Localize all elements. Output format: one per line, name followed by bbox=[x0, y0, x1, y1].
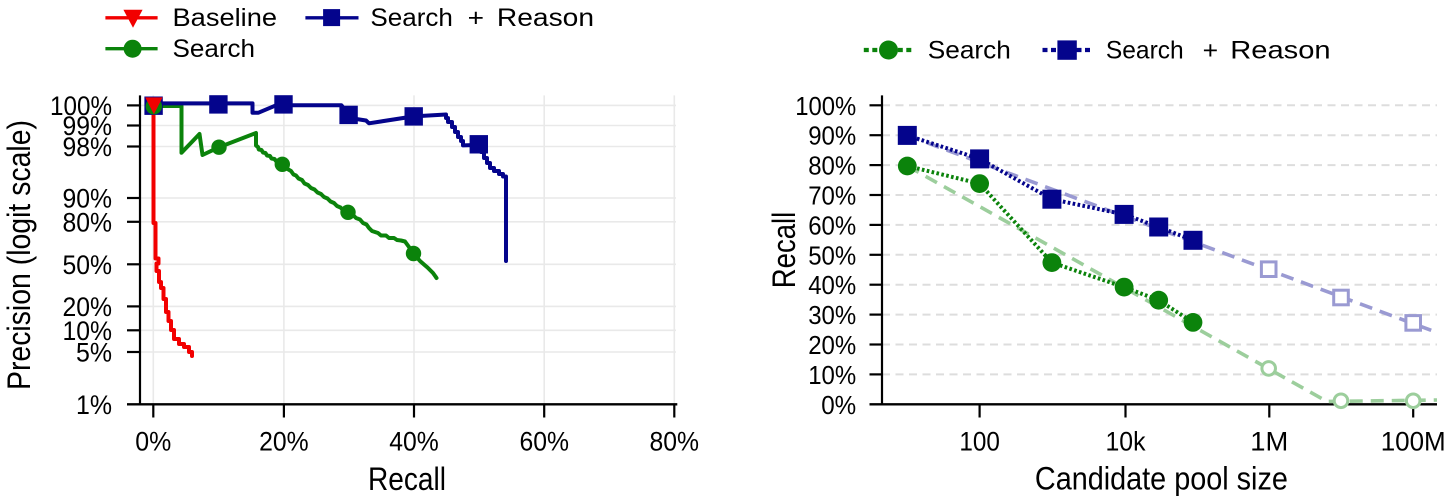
svg-text:40%: 40% bbox=[389, 426, 439, 456]
svg-text:Recall: Recall bbox=[368, 461, 446, 497]
svg-text:100%: 100% bbox=[795, 91, 856, 121]
svg-text:100%: 100% bbox=[50, 91, 112, 121]
svg-text:Search: Search bbox=[370, 4, 453, 32]
svg-text:10%: 10% bbox=[808, 360, 856, 390]
svg-text:100: 100 bbox=[959, 426, 1000, 456]
svg-text:1M: 1M bbox=[1250, 426, 1288, 456]
svg-text:5%: 5% bbox=[76, 338, 112, 368]
svg-text:1%: 1% bbox=[76, 390, 112, 420]
svg-text:Search: Search bbox=[1106, 37, 1184, 65]
svg-text:80%: 80% bbox=[808, 151, 856, 181]
svg-text:99%: 99% bbox=[63, 111, 113, 141]
svg-text:0%: 0% bbox=[821, 390, 856, 420]
svg-text:50%: 50% bbox=[63, 250, 113, 280]
svg-text:50%: 50% bbox=[808, 240, 856, 270]
svg-text:Precision (logit scale): Precision (logit scale) bbox=[1, 120, 37, 390]
svg-text:100M: 100M bbox=[1381, 426, 1446, 456]
svg-text:80%: 80% bbox=[63, 207, 113, 237]
svg-text:20%: 20% bbox=[63, 292, 113, 322]
svg-text:0%: 0% bbox=[135, 426, 171, 456]
svg-text:80%: 80% bbox=[650, 426, 700, 456]
svg-text:+: + bbox=[1203, 37, 1219, 65]
svg-text:Candidate pool size: Candidate pool size bbox=[1035, 461, 1288, 497]
svg-text:60%: 60% bbox=[519, 426, 569, 456]
svg-text:10k: 10k bbox=[1106, 426, 1146, 456]
svg-text:90%: 90% bbox=[808, 121, 856, 151]
svg-text:Search: Search bbox=[928, 37, 1011, 65]
svg-text:90%: 90% bbox=[63, 184, 113, 214]
svg-text:20%: 20% bbox=[259, 426, 309, 456]
svg-text:60%: 60% bbox=[808, 210, 856, 240]
svg-text:20%: 20% bbox=[808, 330, 856, 360]
svg-text:+: + bbox=[468, 4, 484, 32]
svg-text:Recall: Recall bbox=[766, 212, 802, 289]
svg-text:98%: 98% bbox=[63, 132, 113, 162]
svg-text:10%: 10% bbox=[63, 316, 113, 346]
svg-text:Search: Search bbox=[173, 35, 256, 63]
svg-text:70%: 70% bbox=[808, 181, 856, 211]
svg-text:Baseline: Baseline bbox=[173, 4, 278, 32]
svg-text:Reason: Reason bbox=[1230, 37, 1330, 65]
svg-text:Reason: Reason bbox=[497, 4, 594, 32]
svg-text:40%: 40% bbox=[808, 270, 856, 300]
svg-text:30%: 30% bbox=[808, 300, 856, 330]
